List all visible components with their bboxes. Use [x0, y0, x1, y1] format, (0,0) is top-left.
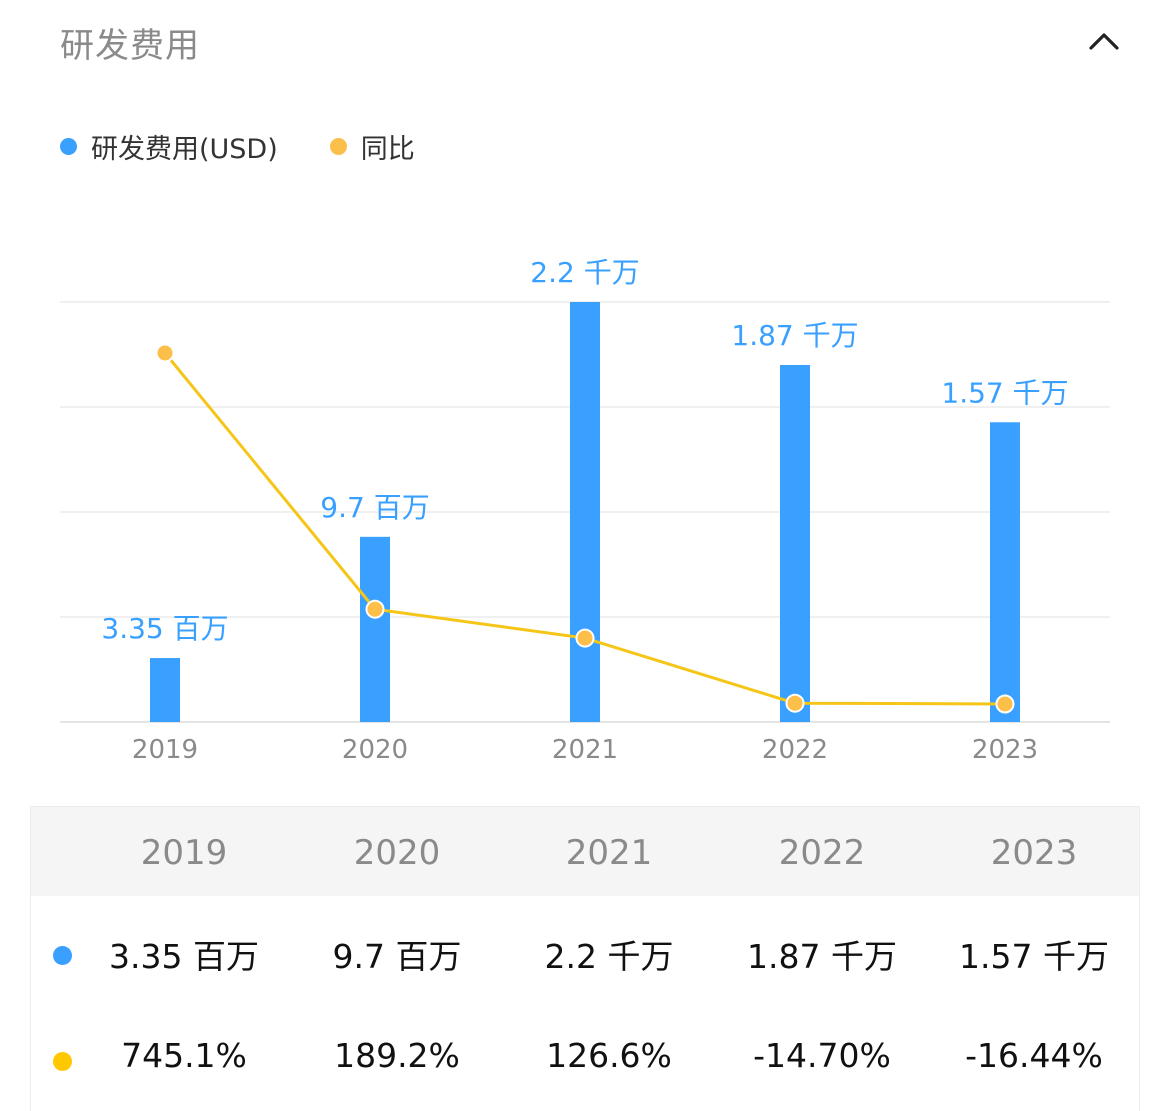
table-row-rd-expense: 3.35 百万 9.7 百万 2.2 千万 1.87 千万 1.57 千万: [31, 920, 1139, 980]
bar: [360, 536, 390, 722]
yoy-point: [785, 693, 805, 713]
table-header-cell: 2020: [353, 833, 441, 873]
x-tick-label: 2023: [972, 735, 1038, 765]
legend-item-yoy[interactable]: 同比: [329, 127, 415, 166]
legend-dot-yoy: [329, 137, 347, 155]
bar: [780, 365, 810, 722]
yoy-point: [575, 628, 595, 648]
chart-legend: 研发费用(USD) 同比: [60, 126, 467, 166]
legend-label-rd-expense: 研发费用(USD): [91, 133, 278, 165]
table-header-cell: 2023: [990, 833, 1078, 873]
x-tick-label: 2022: [762, 735, 828, 765]
x-tick-label: 2021: [552, 735, 618, 765]
table-header-cell: 2019: [140, 833, 228, 873]
bar: [990, 422, 1020, 722]
bar: [150, 658, 180, 722]
table-header: 2019 2020 2021 2022 2023: [31, 807, 1139, 896]
legend-label-yoy: 同比: [360, 133, 415, 165]
table-cell: -16.44%: [965, 1036, 1103, 1075]
table-cell: 1.87 千万: [747, 937, 897, 976]
bar-value-label: 9.7 百万: [320, 491, 429, 524]
table-cell: 9.7 百万: [332, 937, 462, 976]
yoy-point: [365, 599, 385, 619]
bar: [570, 302, 600, 722]
yoy-point: [155, 343, 175, 363]
legend-item-rd-expense[interactable]: 研发费用(USD): [60, 127, 278, 166]
legend-dot-rd-expense: [60, 137, 77, 155]
section-title: 研发费用: [60, 26, 200, 66]
yoy-point: [995, 694, 1015, 714]
rd-expense-chart: 3.35 百万 9.7 百万 2.2 千万 1.87 千万 1.57 千万 2019 202…: [60, 256, 1110, 765]
table-cell: 3.35 百万: [109, 937, 259, 976]
table-cell: 2.2 千万: [544, 937, 674, 976]
bar-value-label: 1.57 千万: [941, 376, 1068, 409]
x-tick-label: 2020: [342, 735, 408, 765]
row-dot-yoy: [53, 1052, 72, 1071]
table-cell: -14.70%: [753, 1036, 891, 1075]
table-cell: 745.1%: [121, 1036, 247, 1075]
table-cell: 189.2%: [334, 1036, 460, 1075]
chevron-up-icon[interactable]: [1086, 26, 1122, 56]
bar-value-label: 2.2 千万: [530, 256, 639, 289]
row-dot-rd-expense: [53, 946, 72, 965]
table-header-cell: 2021: [565, 833, 653, 873]
bar-value-label: 1.87 千万: [731, 319, 858, 352]
table-header-cell: 2022: [778, 833, 866, 873]
bar-value-label: 3.35 百万: [101, 612, 228, 645]
data-table: 2019 2020 2021 2022 2023 3.35 百万 9.7 百万 …: [30, 806, 1140, 1111]
x-tick-label: 2019: [132, 735, 198, 765]
table-cell: 126.6%: [546, 1036, 672, 1075]
table-row-yoy: 745.1% 189.2% 126.6% -14.70% -16.44%: [31, 1026, 1139, 1086]
table-cell: 1.57 千万: [959, 937, 1109, 976]
